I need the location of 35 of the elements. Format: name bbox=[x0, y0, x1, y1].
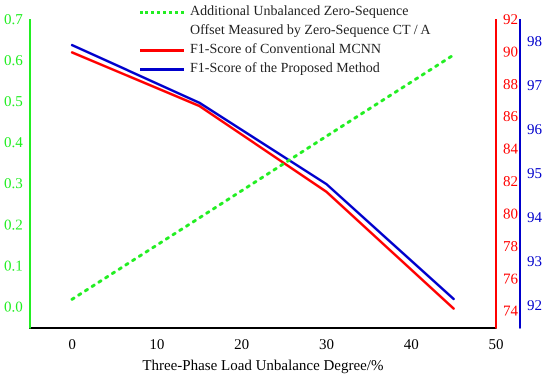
y3-tick-label: 92 bbox=[527, 298, 542, 314]
y3-tick-label: 94 bbox=[527, 210, 542, 226]
x-axis-title: Three-Phase Load Unbalance Degree/% bbox=[142, 358, 384, 374]
y-tick-label: 0.6 bbox=[4, 53, 24, 70]
y-tick-label: 0.2 bbox=[4, 217, 23, 234]
y2-tick-label: 74 bbox=[503, 304, 518, 320]
y3-tick-label: 93 bbox=[527, 254, 542, 270]
y2-tick-label: 88 bbox=[503, 76, 518, 93]
y3-tick-label: 98 bbox=[527, 34, 542, 50]
y-tick-label: 0.4 bbox=[4, 135, 24, 152]
y-tick-label: 0.1 bbox=[4, 258, 23, 274]
y2-tick-label: 76 bbox=[503, 271, 518, 288]
x-tick-label: 50 bbox=[488, 336, 504, 353]
legend-label: F1-Score of Conventional MCNN bbox=[190, 41, 382, 59]
y-tick-label: 0.7 bbox=[4, 12, 24, 28]
y2-tick-label: 86 bbox=[503, 109, 518, 126]
legend-label: Additional Unbalanced Zero-Sequence Offset Measured by Zero-Sequence CT / A bbox=[190, 3, 432, 40]
y2-tick-label: 90 bbox=[503, 44, 518, 60]
y-tick-label: 0.5 bbox=[4, 94, 23, 110]
y-tick-label: 0.3 bbox=[4, 176, 23, 192]
x-tick-label: 0 bbox=[68, 336, 76, 353]
x-tick-label: 30 bbox=[318, 336, 334, 353]
y3-tick-label: 96 bbox=[527, 122, 542, 138]
y-tick-label: 0.0 bbox=[4, 299, 23, 316]
x-tick-label: 20 bbox=[234, 336, 250, 353]
x-tick-label: 40 bbox=[404, 336, 419, 353]
y2-tick-label: 82 bbox=[503, 174, 518, 190]
y2-tick-label: 84 bbox=[503, 142, 518, 158]
y2-tick-label: 80 bbox=[503, 206, 518, 222]
y2-tick-label: 92 bbox=[503, 12, 518, 28]
y3-tick-label: 95 bbox=[527, 166, 542, 182]
y2-tick-label: 78 bbox=[503, 238, 518, 255]
x-tick-label: 10 bbox=[149, 336, 164, 353]
legend-label: F1-Score of the Proposed Method bbox=[190, 60, 381, 78]
y3-tick-label: 97 bbox=[527, 78, 542, 94]
